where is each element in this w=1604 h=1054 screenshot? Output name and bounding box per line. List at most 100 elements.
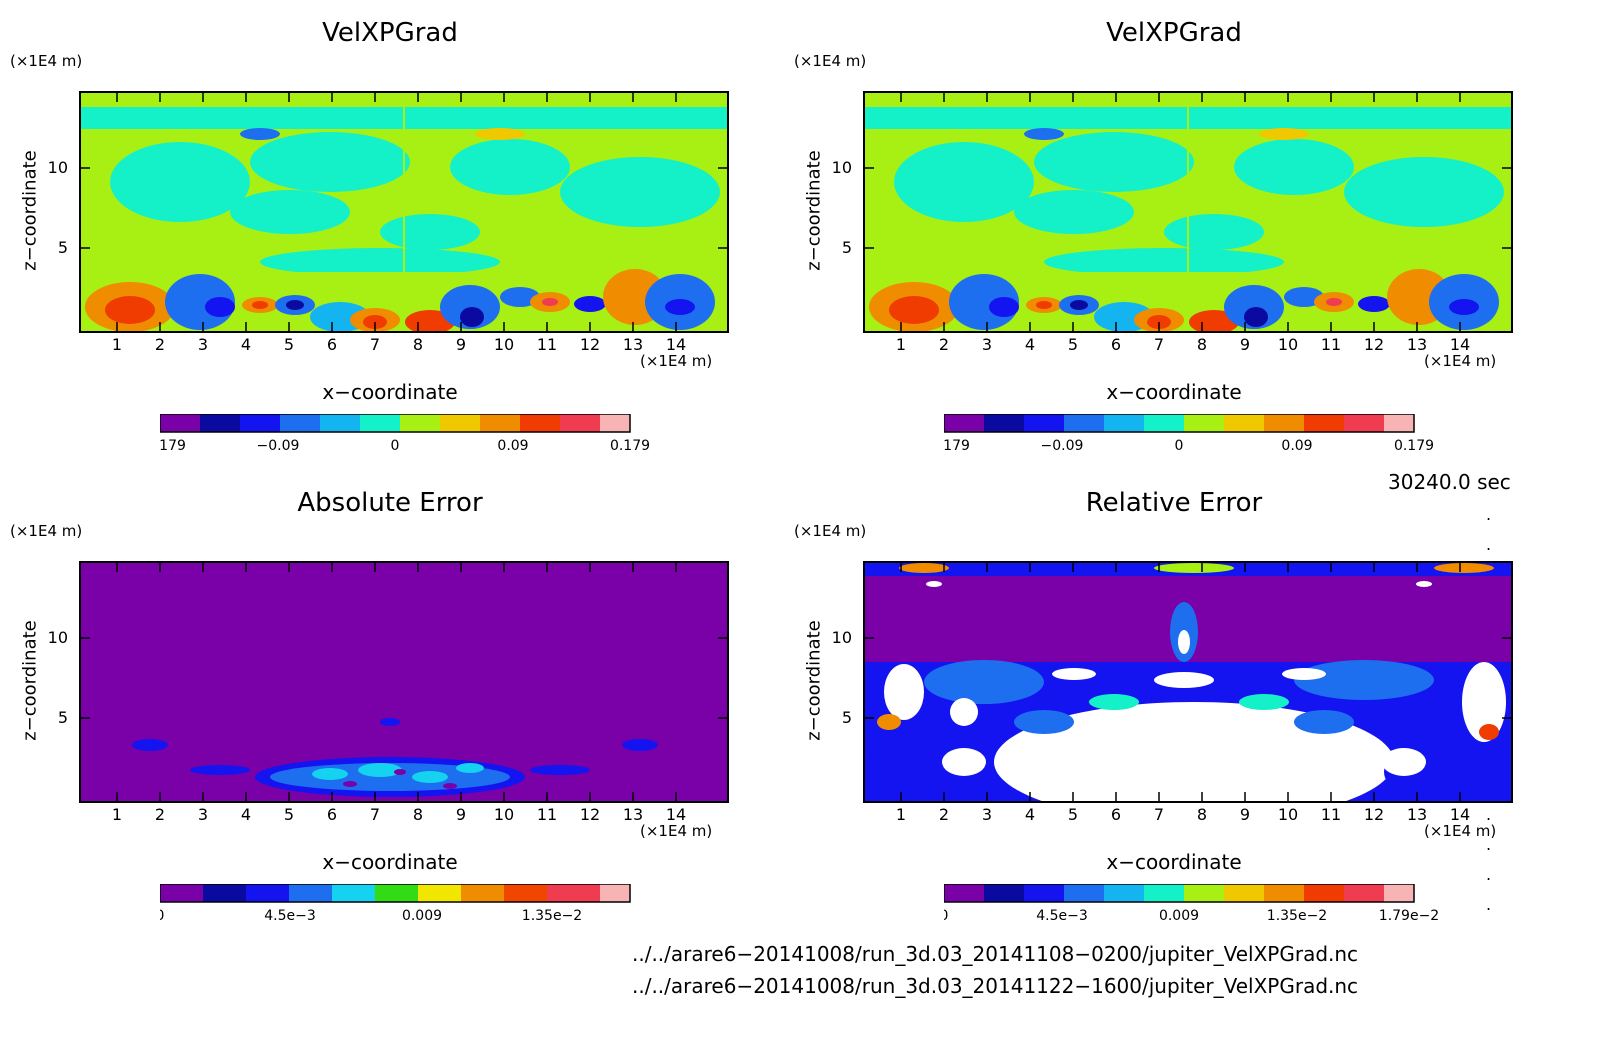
x-axis-unit: (×1E4 m)	[640, 352, 713, 370]
x-tick-label: 8	[1197, 335, 1207, 352]
x-tick-label: 6	[1111, 805, 1121, 822]
y-axis-unit: (×1E4 m)	[10, 52, 83, 70]
file-path-2: ../../arare6−20141008/run_3d.03_20141122…	[632, 974, 1359, 998]
colorbar-swatches	[160, 884, 630, 902]
colorbar: 0 4.5e−3 0.009 1.35e−2 1.79e−2	[940, 883, 1464, 934]
chart-title: Absolute Error	[297, 488, 483, 518]
x-tick-label: 11	[1321, 335, 1341, 352]
y-tick-label: 5	[842, 708, 852, 727]
x-axis-unit: (×1E4 m)	[1424, 822, 1497, 840]
x-tick-label: 2	[155, 805, 165, 822]
x-tick-label: 12	[1364, 335, 1384, 352]
colorbar-label: 0.09	[497, 438, 528, 454]
colorbar-label: 0.179	[610, 438, 650, 454]
x-tick-label: 8	[1197, 805, 1207, 822]
decorative-dots: ......	[1486, 505, 1492, 914]
x-tick-label: 1	[896, 335, 906, 352]
x-tick-label: 10	[1278, 335, 1298, 352]
colorbar-swatches	[944, 884, 1414, 902]
y-tick-label: 10	[832, 628, 852, 647]
chart-title: VelXPGrad	[322, 18, 458, 48]
x-tick-label: 4	[1025, 805, 1035, 822]
chart-title: Relative Error	[1085, 488, 1263, 518]
x-tick-label: 10	[494, 805, 514, 822]
colorbar-label: 0	[1175, 438, 1184, 454]
colorbar: −0.179 −0.09 0 0.09 0.179	[134, 413, 680, 464]
x-tick-label: 13	[623, 335, 643, 352]
x-tick-label: 4	[241, 335, 251, 352]
x-tick-label: 8	[413, 805, 423, 822]
x-tick-label: 7	[370, 335, 380, 352]
x-tick-label: 3	[982, 335, 992, 352]
x-tick-label: 5	[284, 335, 294, 352]
y-tick-label: 5	[842, 238, 852, 257]
colorbar-swatches	[944, 414, 1414, 432]
x-tick-label: 11	[537, 805, 557, 822]
colorbar-label: 0.009	[402, 908, 442, 924]
x-axis-unit: (×1E4 m)	[640, 822, 713, 840]
y-tick-label: 5	[58, 238, 68, 257]
axes: 1 2 3 4 5 6 7 8 9 10 11 12 13 14	[70, 552, 750, 826]
x-tick-label: 2	[939, 335, 949, 352]
x-tick-label: 10	[1278, 805, 1298, 822]
colorbar-label: 1.79e−2	[1379, 908, 1439, 924]
x-tick-label: 3	[198, 335, 208, 352]
colorbar-label: −0.179	[944, 438, 970, 454]
x-axis-label: x−coordinate	[1106, 850, 1242, 874]
x-tick-label: 14	[666, 805, 686, 822]
x-tick-label: 8	[413, 335, 423, 352]
x-tick-label: 11	[1321, 805, 1341, 822]
x-axis-label: x−coordinate	[322, 850, 458, 874]
chart-title: VelXPGrad	[1106, 18, 1242, 48]
x-tick-label: 14	[1450, 335, 1470, 352]
x-tick-label: 9	[456, 335, 466, 352]
y-axis-unit: (×1E4 m)	[10, 522, 83, 540]
axes: 1 2 3 4 5 6 7 8 9 10 11 12 13 14	[854, 82, 1534, 356]
colorbar-swatches	[160, 414, 630, 432]
colorbar-label: −0.09	[257, 438, 300, 454]
x-tick-label: 2	[939, 805, 949, 822]
x-tick-label: 5	[1068, 335, 1078, 352]
x-tick-label: 1	[896, 805, 906, 822]
colorbar-label: 0.009	[1159, 908, 1199, 924]
colorbar-label: 1.35e−2	[1267, 908, 1327, 924]
x-tick-label: 6	[327, 805, 337, 822]
y-tick-label: 5	[58, 708, 68, 727]
colorbar-label: −0.179	[160, 438, 186, 454]
heatmap-plot-area	[80, 562, 728, 802]
panel-relative-error: Relative Error (×1E4 m) z−coordinate	[784, 470, 1564, 940]
x-axis-label: x−coordinate	[1106, 380, 1242, 404]
x-tick-label: 9	[456, 805, 466, 822]
heatmap-plot-area	[864, 92, 1512, 332]
x-tick-label: 13	[623, 805, 643, 822]
x-tick-label: 9	[1240, 805, 1250, 822]
x-tick-label: 14	[666, 335, 686, 352]
colorbar: −0.179 −0.09 0 0.09 0.179	[918, 413, 1464, 464]
y-axis-unit: (×1E4 m)	[794, 52, 867, 70]
y-tick-label: 10	[48, 628, 68, 647]
x-tick-label: 2	[155, 335, 165, 352]
colorbar-label: 4.5e−3	[264, 908, 316, 924]
colorbar-label: −0.09	[1041, 438, 1084, 454]
axes: 1 2 3 4 5 6 7 8 9 10 11 12 13 14	[854, 552, 1534, 826]
file-path-1: ../../arare6−20141008/run_3d.03_20141108…	[632, 942, 1359, 966]
x-tick-label: 9	[1240, 335, 1250, 352]
heatmap-plot-area	[864, 562, 1512, 802]
heatmap-plot-area	[80, 92, 728, 332]
x-tick-label: 6	[1111, 335, 1121, 352]
x-tick-label: 7	[1154, 805, 1164, 822]
y-axis-unit: (×1E4 m)	[794, 522, 867, 540]
x-tick-label: 12	[1364, 805, 1384, 822]
colorbar: 0 4.5e−3 0.009 1.35e−2	[156, 883, 680, 934]
x-tick-label: 1	[112, 805, 122, 822]
x-axis-unit: (×1E4 m)	[1424, 352, 1497, 370]
colorbar-label: 0	[944, 908, 948, 924]
time-label: 30240.0 sec	[1388, 470, 1511, 494]
colorbar-label: 0.179	[1394, 438, 1434, 454]
x-tick-label: 12	[580, 805, 600, 822]
x-tick-label: 6	[327, 335, 337, 352]
x-tick-label: 3	[982, 805, 992, 822]
colorbar-label: 0.09	[1281, 438, 1312, 454]
x-tick-label: 3	[198, 805, 208, 822]
colorbar-label: 4.5e−3	[1036, 908, 1088, 924]
